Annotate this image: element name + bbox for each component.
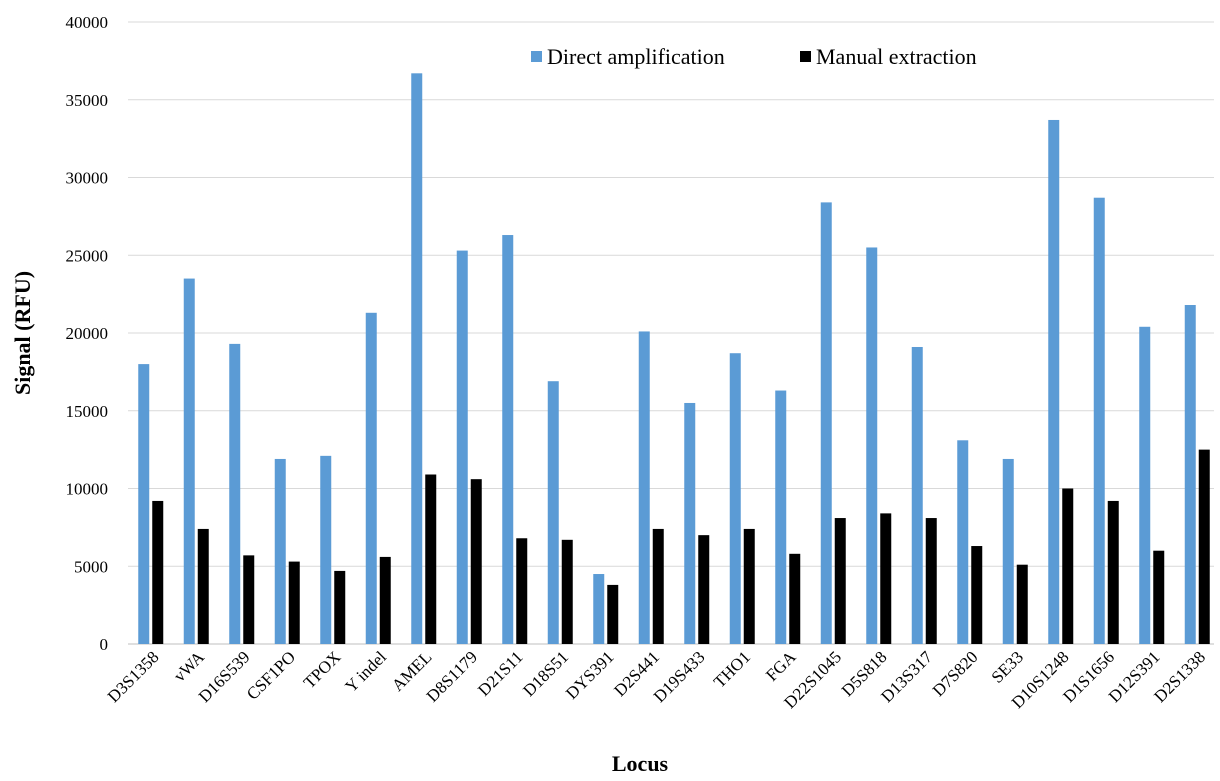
bar-manual-extraction-dys391 [607,585,618,644]
bar-manual-extraction-csf1po [289,562,300,644]
bar-manual-extraction-d12s391 [1153,551,1164,644]
bar-manual-extraction-vwa [198,529,209,644]
bar-direct-amplification-d21s11 [502,235,513,644]
x-category-label: TPOX [300,647,345,692]
bar-direct-amplification-tho1 [730,353,741,644]
bar-manual-extraction-d22s1045 [835,518,846,644]
bar-manual-extraction-d2s1338 [1199,450,1210,644]
x-category-label: D8S1179 [423,647,481,705]
legend-label-direct-amplification: Direct amplification [547,44,725,69]
bar-direct-amplification-d5s818 [866,247,877,644]
bar-direct-amplification-d7s820 [957,440,968,644]
bar-manual-extraction-d1s1656 [1108,501,1119,644]
bar-manual-extraction-y-indel [380,557,391,644]
bar-direct-amplification-amel [411,73,422,644]
x-axis-title: Locus [612,751,669,776]
bar-direct-amplification-d16s539 [229,344,240,644]
bar-direct-amplification-d2s1338 [1185,305,1196,644]
bar-direct-amplification-d10s1248 [1048,120,1059,644]
x-category-label: D21S11 [474,647,526,699]
y-tick-label: 35000 [66,91,109,110]
y-axis-title: Signal (RFU) [10,271,35,395]
x-category-label: D16S539 [195,647,254,706]
bar-manual-extraction-d8s1179 [471,479,482,644]
bar-direct-amplification-y-indel [366,313,377,644]
bar-manual-extraction-fga [789,554,800,644]
bar-manual-extraction-d3s1358 [152,501,163,644]
bar-manual-extraction-tpox [334,571,345,644]
x-category-label: SE33 [988,647,1027,686]
bar-direct-amplification-d13s317 [912,347,923,644]
bar-direct-amplification-d19s433 [684,403,695,644]
y-tick-label: 30000 [66,169,109,188]
legend-swatch-manual-extraction [800,51,811,62]
x-category-label: D13S317 [877,647,936,706]
y-tick-label: 5000 [74,557,108,576]
bar-direct-amplification-d18s51 [548,381,559,644]
bar-direct-amplification-fga [775,391,786,644]
bar-manual-extraction-tho1 [744,529,755,644]
x-category-label: D7S820 [929,647,982,700]
bar-direct-amplification-d3s1358 [138,364,149,644]
x-category-label: D2S1338 [1150,647,1209,706]
bar-direct-amplification-d1s1656 [1094,198,1105,644]
legend-swatch-direct-amplification [531,51,542,62]
bar-manual-extraction-d7s820 [971,546,982,644]
bar-manual-extraction-d18s51 [562,540,573,644]
x-category-label: vWA [170,647,209,686]
bar-manual-extraction-d16s539 [243,555,254,644]
x-category-label: Y indel [341,647,390,696]
y-tick-label: 0 [100,635,109,654]
x-category-label: THO1 [710,647,754,691]
bars [138,73,1210,644]
x-category-label: D3S1358 [104,647,163,706]
y-tick-label: 10000 [66,480,109,499]
legend-label-manual-extraction: Manual extraction [816,44,977,69]
x-category-label: DYS391 [562,647,618,703]
bar-direct-amplification-csf1po [275,459,286,644]
bar-direct-amplification-tpox [320,456,331,644]
bar-direct-amplification-d12s391 [1139,327,1150,644]
y-tick-label: 15000 [66,402,109,421]
bar-direct-amplification-dys391 [593,574,604,644]
x-category-label: FGA [762,647,800,685]
bar-direct-amplification-d8s1179 [457,251,468,644]
bar-direct-amplification-se33 [1003,459,1014,644]
y-axis-ticks: 0 5000 10000 15000 20000 25000 30000 35000 40000 [66,13,109,654]
bar-manual-extraction-amel [425,475,436,644]
x-category-label: CSF1PO [243,647,299,703]
bar-manual-extraction-d21s11 [516,538,527,644]
y-tick-label: 40000 [66,13,109,32]
bar-direct-amplification-d2s441 [639,331,650,644]
y-tick-label: 20000 [66,324,109,343]
bar-manual-extraction-d13s317 [926,518,937,644]
bar-manual-extraction-d19s433 [698,535,709,644]
bar-direct-amplification-d22s1045 [821,202,832,644]
y-tick-label: 25000 [66,246,109,265]
legend: Direct amplification Manual extraction [531,44,977,69]
bar-manual-extraction-se33 [1017,565,1028,644]
bar-manual-extraction-d10s1248 [1062,489,1073,645]
bar-manual-extraction-d2s441 [653,529,664,644]
bar-manual-extraction-d5s818 [880,513,891,644]
x-category-label: D19S433 [650,647,709,706]
bar-direct-amplification-vwa [184,279,195,644]
